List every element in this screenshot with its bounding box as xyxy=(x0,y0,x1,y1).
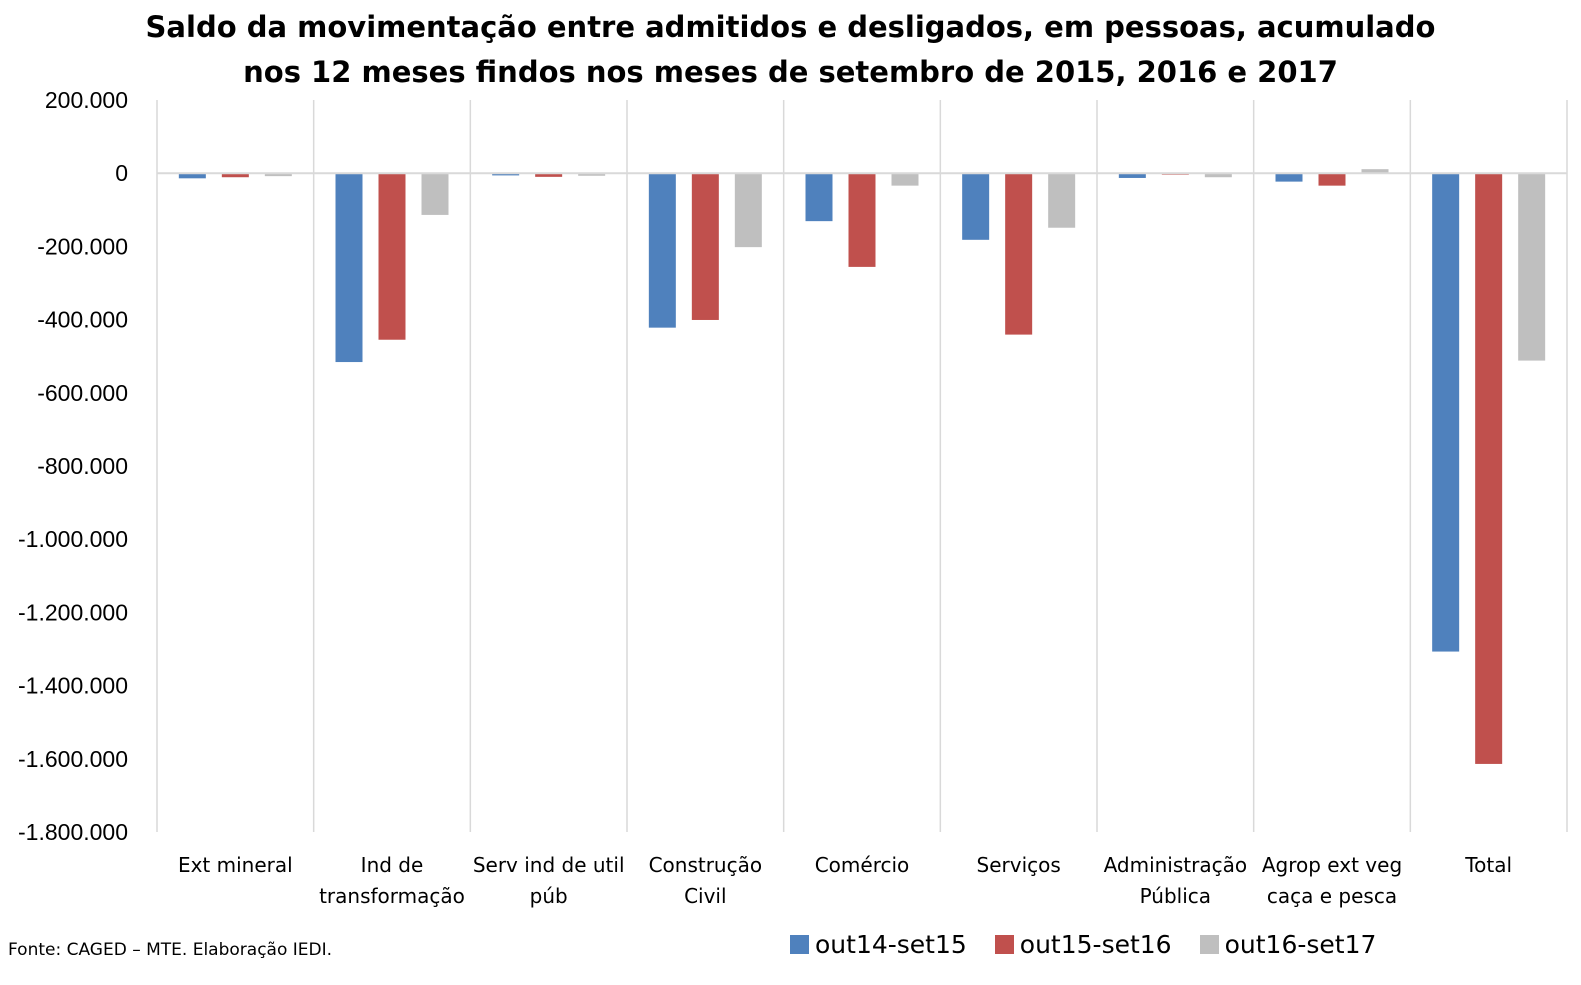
y-tick-label: -200.000 xyxy=(37,233,128,259)
y-tick-label: -800.000 xyxy=(37,453,128,479)
x-category-label: Agrop ext veg xyxy=(1262,853,1402,877)
legend-item-series-3: out16-set17 xyxy=(1199,930,1377,959)
legend: out14-set15 out15-set16 out16-set17 xyxy=(790,930,1404,959)
x-category-label: caça e pesca xyxy=(1267,884,1397,908)
x-category-label: Administração xyxy=(1104,853,1248,877)
bar-series-3-category-8 xyxy=(1361,169,1389,174)
legend-swatch-series-2 xyxy=(994,935,1014,954)
chart-title-line-2: nos 12 meses findos nos meses de setembr… xyxy=(243,55,1338,89)
bars xyxy=(178,169,1546,764)
bar-series-3-category-2 xyxy=(421,173,449,215)
bar-series-2-category-4 xyxy=(691,173,719,320)
x-category-label: Ind de xyxy=(361,853,424,877)
x-category-label: Construção xyxy=(649,853,763,877)
x-category-label: Total xyxy=(1464,853,1512,877)
bar-series-3-category-5 xyxy=(891,173,919,186)
bar-series-3-category-1 xyxy=(264,173,292,177)
y-tick-label: -1.800.000 xyxy=(18,819,128,845)
bar-series-2-category-8 xyxy=(1318,173,1346,186)
bar-series-1-category-2 xyxy=(335,173,363,363)
bar-series-1-category-9 xyxy=(1432,173,1460,652)
x-category-label: Civil xyxy=(684,884,726,908)
x-category-label: Comércio xyxy=(815,853,910,877)
y-tick-label: -600.000 xyxy=(37,380,128,406)
x-category-label: púb xyxy=(530,884,568,908)
bar-series-1-category-1 xyxy=(178,173,206,179)
chart-title-line-1: Saldo da movimentação entre admitidos e … xyxy=(145,10,1436,44)
bar-series-2-category-5 xyxy=(848,173,876,267)
y-tick-label: -1.600.000 xyxy=(18,746,128,772)
y-tick-label: -1.000.000 xyxy=(18,526,128,552)
legend-swatch-series-3 xyxy=(1199,935,1219,954)
bar-series-2-category-6 xyxy=(1005,173,1033,335)
x-category-label: Pública xyxy=(1140,884,1211,908)
bar-series-1-category-5 xyxy=(805,173,833,222)
y-tick-label: 0 xyxy=(115,160,128,186)
legend-label-series-3: out16-set17 xyxy=(1224,930,1377,959)
legend-label-series-2: out15-set16 xyxy=(1019,930,1172,959)
bar-series-1-category-4 xyxy=(648,173,676,328)
x-category-label: Serviços xyxy=(977,853,1061,877)
bar-series-2-category-3 xyxy=(535,173,563,177)
legend-item-series-2: out15-set16 xyxy=(994,930,1172,959)
y-tick-label: -1.400.000 xyxy=(18,673,128,699)
legend-item-series-1: out14-set15 xyxy=(790,930,967,959)
bar-series-3-category-9 xyxy=(1518,173,1546,361)
x-category-label: Ext mineral xyxy=(178,853,293,877)
bar-series-3-category-6 xyxy=(1048,173,1076,228)
x-category-label: transformação xyxy=(319,884,465,908)
y-axis-tick-labels: 200.000 0 -200.000 -400.000 -600.000 -800.000… xyxy=(18,87,128,845)
bar-series-2-category-9 xyxy=(1475,173,1503,764)
bar-series-3-category-3 xyxy=(578,173,606,176)
x-axis-category-labels: Ext mineral Ind de transformação Serv ind d… xyxy=(178,853,1512,908)
y-tick-label: -1.200.000 xyxy=(18,599,128,625)
bar-series-3-category-7 xyxy=(1204,173,1232,178)
bar-series-3-category-4 xyxy=(734,173,762,248)
bar-series-1-category-3 xyxy=(492,173,520,176)
bar-series-2-category-1 xyxy=(221,173,249,178)
x-category-label: Serv ind de util xyxy=(473,853,625,877)
grid-lines xyxy=(156,100,1568,832)
y-tick-label: -400.000 xyxy=(37,307,128,333)
bar-series-1-category-8 xyxy=(1275,173,1303,182)
y-tick-label: 200.000 xyxy=(45,87,128,113)
bar-series-2-category-2 xyxy=(378,173,406,340)
legend-swatch-series-1 xyxy=(790,935,809,954)
legend-label-series-1: out14-set15 xyxy=(815,930,967,959)
source-note: Fonte: CAGED – MTE. Elaboração IEDI. xyxy=(8,940,333,960)
bar-series-1-category-7 xyxy=(1118,173,1146,178)
bar-series-1-category-6 xyxy=(962,173,990,240)
